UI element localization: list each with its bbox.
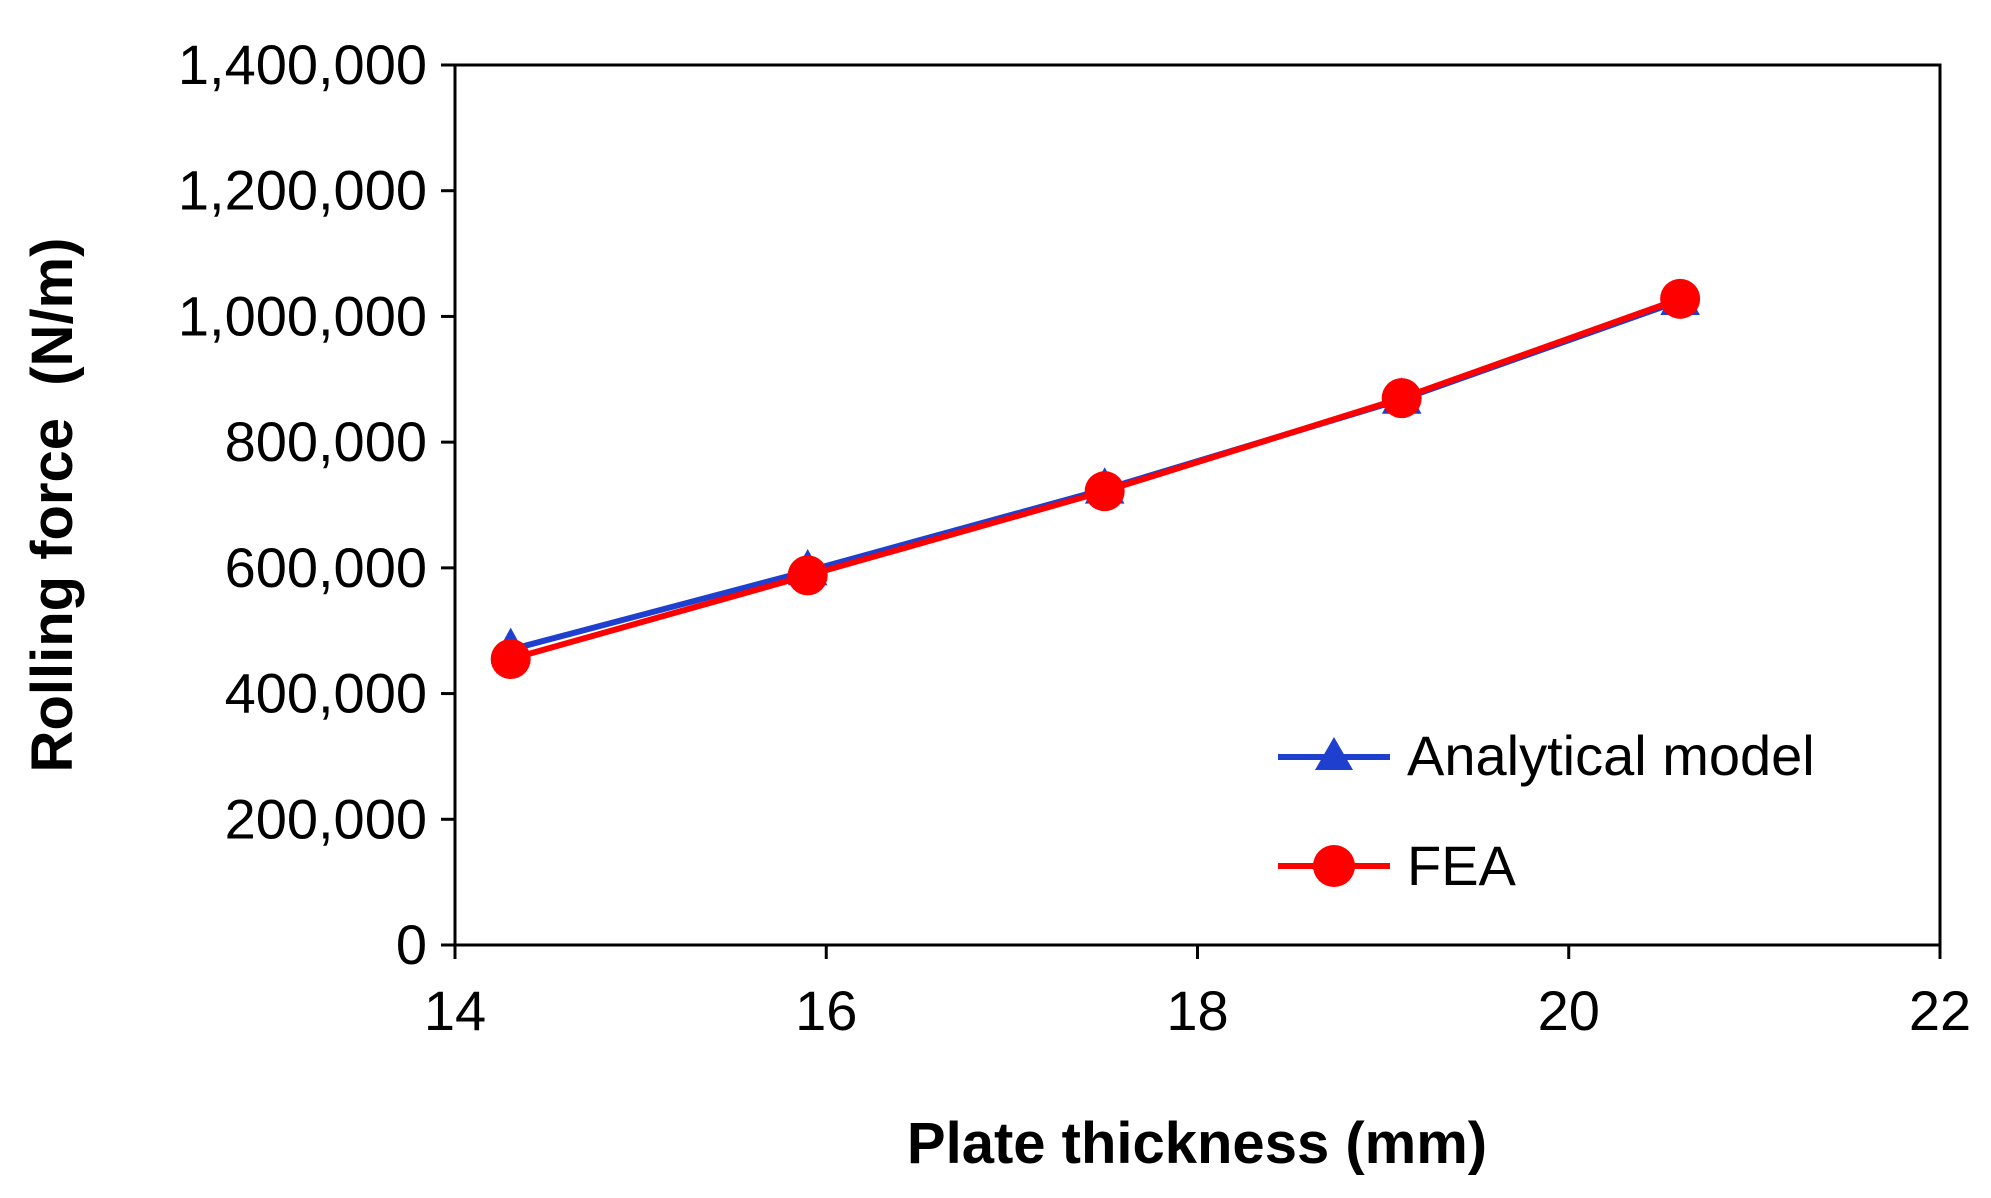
y-tick-label: 200,000 xyxy=(225,787,427,850)
x-tick-label: 14 xyxy=(424,979,486,1042)
x-tick-label: 20 xyxy=(1538,979,1600,1042)
y-tick-label: 600,000 xyxy=(225,536,427,599)
y-tick-label: 400,000 xyxy=(225,662,427,725)
x-axis: 14 16 18 20 22 xyxy=(424,945,1971,1042)
x-axis-title: Plate thickness (mm) xyxy=(907,1111,1487,1176)
legend-label-fea: FEA xyxy=(1407,834,1517,897)
legend-item-analytical: Analytical model xyxy=(1278,724,1815,787)
plot-area xyxy=(453,63,1942,947)
point-fea xyxy=(1660,278,1701,319)
series-layer xyxy=(490,278,1701,679)
legend-circle-marker xyxy=(1313,845,1355,887)
y-axis-title: Rolling force (N/m) xyxy=(20,238,85,773)
legend-label-analytical: Analytical model xyxy=(1407,724,1815,787)
y-tick-label: 0 xyxy=(396,913,427,976)
y-tick-label: 800,000 xyxy=(225,410,427,473)
point-fea xyxy=(787,555,828,596)
legend-item-fea: FEA xyxy=(1278,834,1517,897)
y-tick-label: 1,400,000 xyxy=(178,33,427,96)
legend-triangle-marker xyxy=(1315,737,1353,770)
point-fea xyxy=(490,639,531,679)
y-axis: 0 200,000 400,000 600,000 800,000 1,000,000 1,… xyxy=(178,33,455,976)
x-tick-label: 16 xyxy=(795,979,857,1042)
y-tick-label: 1,000,000 xyxy=(178,284,427,347)
legend: Analytical model FEA xyxy=(1278,724,1815,897)
point-fea xyxy=(1381,378,1422,419)
x-tick-label: 22 xyxy=(1909,979,1971,1042)
x-tick-label: 18 xyxy=(1166,979,1228,1042)
y-tick-label: 1,200,000 xyxy=(178,159,427,222)
point-fea xyxy=(1084,471,1125,512)
